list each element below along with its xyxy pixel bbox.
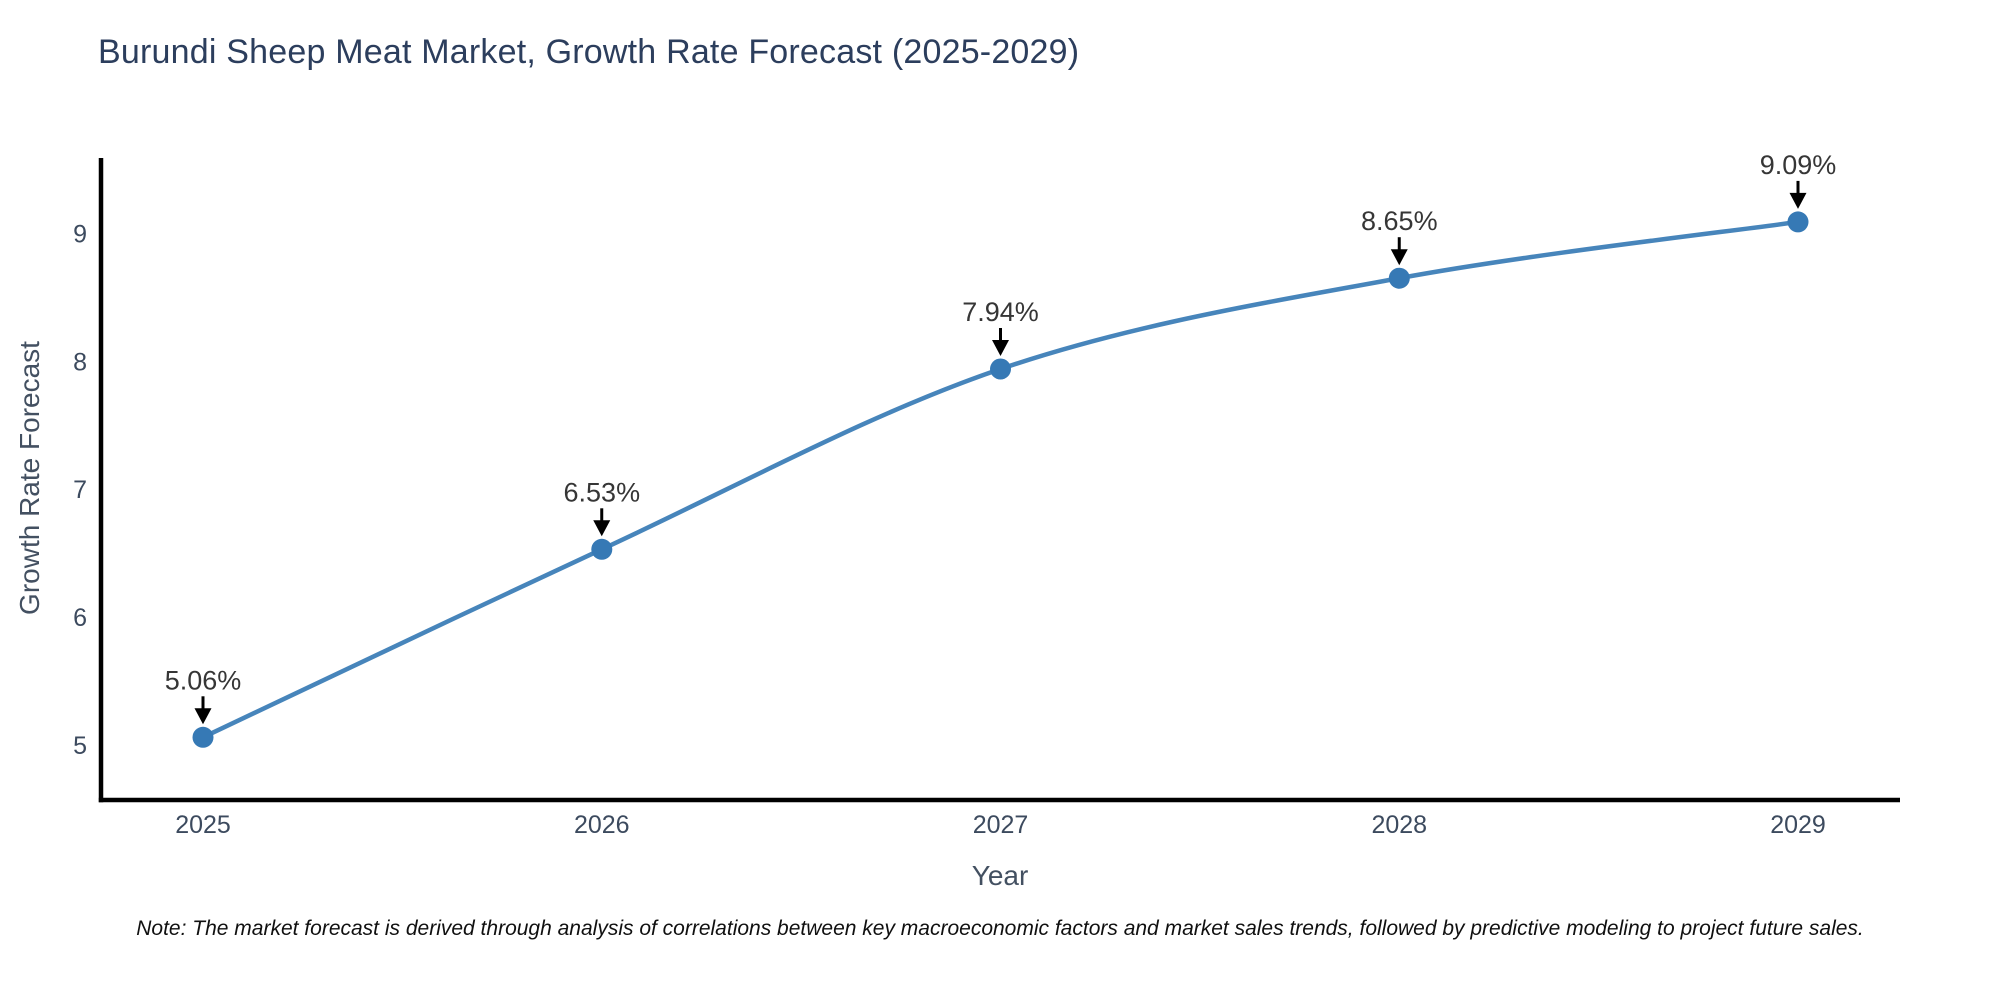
x-tick-label: 2029 — [1770, 811, 1826, 839]
point-annotation-2029: 9.09% — [1760, 150, 1837, 180]
x-tick-label: 2027 — [973, 811, 1029, 839]
point-annotation-2028: 8.65% — [1361, 206, 1438, 236]
y-tick-label: 7 — [73, 476, 87, 504]
footnote: Note: The market forecast is derived thr… — [136, 917, 1864, 940]
point-annotation-2027: 7.94% — [962, 297, 1039, 327]
data-point-2029 — [1787, 211, 1809, 233]
y-tick-label: 6 — [73, 604, 87, 632]
point-annotation-2025: 5.06% — [165, 665, 242, 695]
data-point-2025 — [192, 726, 214, 748]
point-annotation-2026: 6.53% — [564, 477, 641, 507]
y-tick-label: 9 — [73, 220, 87, 248]
x-tick-label: 2025 — [175, 811, 231, 839]
annotation-arrow-head-icon — [1390, 249, 1408, 266]
x-tick-label: 2026 — [574, 811, 630, 839]
annotation-arrow-head-icon — [593, 520, 611, 537]
data-point-2026 — [591, 538, 613, 560]
data-point-2027 — [990, 358, 1011, 380]
x-tick-label: 2028 — [1371, 811, 1427, 839]
annotation-arrow-head-icon — [1789, 192, 1807, 209]
data-point-2028 — [1388, 267, 1410, 289]
y-tick-label: 5 — [73, 732, 87, 760]
x-axis-label: Year — [971, 860, 1029, 891]
annotation-arrow-head-icon — [992, 340, 1009, 356]
annotation-arrow-head-icon — [194, 708, 212, 725]
y-tick-label: 8 — [73, 348, 87, 376]
chart-title: Burundi Sheep Meat Market, Growth Rate F… — [98, 33, 1080, 71]
